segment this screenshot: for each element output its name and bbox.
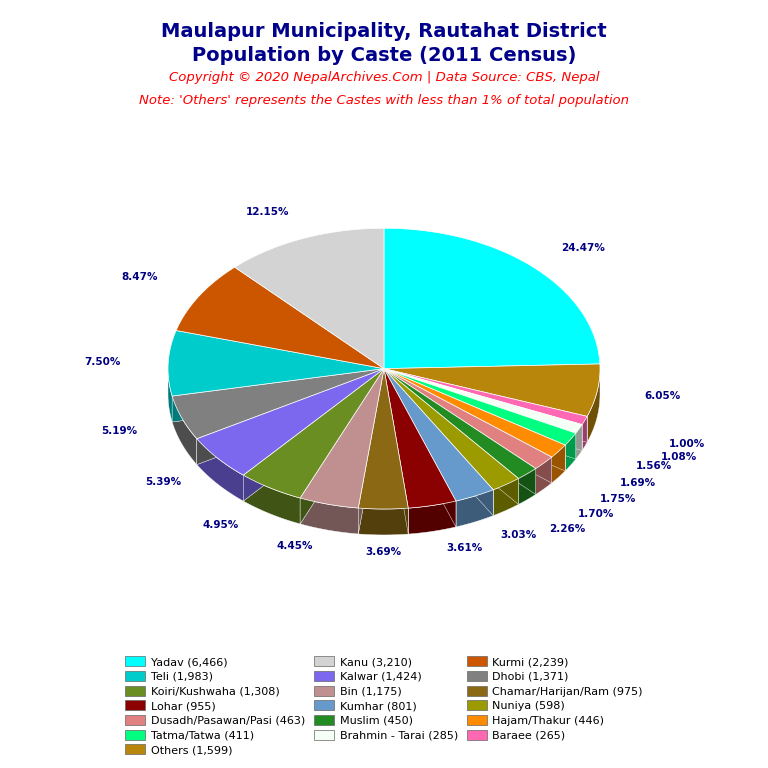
Text: 1.69%: 1.69% [620, 478, 656, 488]
Text: 24.47%: 24.47% [561, 243, 605, 253]
Text: 1.70%: 1.70% [578, 509, 614, 519]
Polygon shape [456, 490, 493, 527]
Polygon shape [384, 369, 536, 478]
Polygon shape [384, 369, 409, 534]
Polygon shape [197, 369, 384, 465]
Text: 5.19%: 5.19% [101, 426, 137, 436]
Polygon shape [384, 369, 576, 459]
Polygon shape [300, 498, 359, 534]
Text: 7.50%: 7.50% [84, 356, 121, 366]
Polygon shape [300, 369, 384, 524]
Polygon shape [359, 369, 409, 509]
Polygon shape [384, 369, 409, 534]
Polygon shape [197, 369, 384, 465]
Text: 1.08%: 1.08% [661, 452, 697, 462]
Polygon shape [384, 369, 565, 457]
Polygon shape [384, 369, 493, 515]
Polygon shape [197, 369, 384, 475]
Polygon shape [243, 369, 384, 501]
Polygon shape [384, 369, 536, 495]
Polygon shape [168, 330, 384, 396]
Polygon shape [565, 433, 576, 471]
Polygon shape [576, 425, 582, 459]
Text: 3.61%: 3.61% [446, 542, 482, 552]
Polygon shape [518, 468, 536, 505]
Text: 4.45%: 4.45% [276, 541, 313, 551]
Polygon shape [384, 369, 587, 442]
Text: 12.15%: 12.15% [246, 207, 289, 217]
Text: 1.56%: 1.56% [636, 462, 672, 472]
Polygon shape [384, 369, 518, 505]
Polygon shape [168, 369, 172, 422]
Polygon shape [587, 369, 600, 442]
Text: 5.39%: 5.39% [145, 477, 181, 487]
Polygon shape [384, 369, 576, 445]
Polygon shape [384, 369, 551, 483]
Polygon shape [384, 369, 493, 501]
Polygon shape [300, 369, 384, 524]
Text: 6.05%: 6.05% [644, 392, 680, 402]
Text: 3.03%: 3.03% [501, 530, 537, 540]
Polygon shape [197, 439, 243, 501]
Polygon shape [243, 475, 300, 524]
Polygon shape [172, 369, 384, 422]
Polygon shape [384, 369, 493, 515]
Polygon shape [409, 501, 456, 534]
Polygon shape [384, 228, 600, 369]
Text: 8.47%: 8.47% [121, 273, 158, 283]
Polygon shape [384, 369, 565, 471]
Polygon shape [384, 369, 587, 442]
Polygon shape [176, 267, 384, 369]
Polygon shape [235, 228, 384, 369]
Polygon shape [384, 369, 518, 505]
Text: 2.26%: 2.26% [549, 524, 585, 534]
Polygon shape [359, 369, 384, 534]
Polygon shape [384, 369, 582, 433]
Polygon shape [384, 369, 587, 425]
Polygon shape [384, 369, 551, 483]
Polygon shape [384, 369, 582, 451]
Polygon shape [384, 369, 565, 471]
Polygon shape [384, 369, 536, 495]
Polygon shape [384, 369, 456, 527]
Polygon shape [243, 369, 384, 501]
Polygon shape [384, 369, 551, 468]
Polygon shape [359, 369, 384, 534]
Text: 1.75%: 1.75% [600, 495, 637, 505]
Text: 4.95%: 4.95% [202, 520, 239, 530]
Legend: Yadav (6,466), Teli (1,983), Koiri/Kushwaha (1,308), Lohar (955), Dusadh/Pasawan: Yadav (6,466), Teli (1,983), Koiri/Kushw… [122, 653, 646, 759]
Polygon shape [359, 508, 409, 535]
Text: Maulapur Municipality, Rautahat District: Maulapur Municipality, Rautahat District [161, 22, 607, 41]
Text: 1.00%: 1.00% [669, 439, 705, 449]
Polygon shape [243, 369, 384, 498]
Text: Note: 'Others' represents the Castes with less than 1% of total population: Note: 'Others' represents the Castes wit… [139, 94, 629, 107]
Polygon shape [384, 369, 456, 527]
Polygon shape [582, 416, 587, 451]
Polygon shape [172, 369, 384, 439]
Polygon shape [384, 369, 576, 459]
Polygon shape [536, 457, 551, 495]
Polygon shape [384, 369, 518, 490]
Polygon shape [384, 364, 600, 416]
Polygon shape [300, 369, 384, 508]
Text: Copyright © 2020 NepalArchives.Com | Data Source: CBS, Nepal: Copyright © 2020 NepalArchives.Com | Dat… [169, 71, 599, 84]
Polygon shape [551, 445, 565, 483]
Polygon shape [384, 369, 456, 508]
Text: Population by Caste (2011 Census): Population by Caste (2011 Census) [192, 46, 576, 65]
Polygon shape [384, 369, 582, 451]
Polygon shape [172, 369, 384, 422]
Text: 3.69%: 3.69% [365, 548, 401, 558]
Polygon shape [172, 396, 197, 465]
Polygon shape [493, 478, 518, 515]
